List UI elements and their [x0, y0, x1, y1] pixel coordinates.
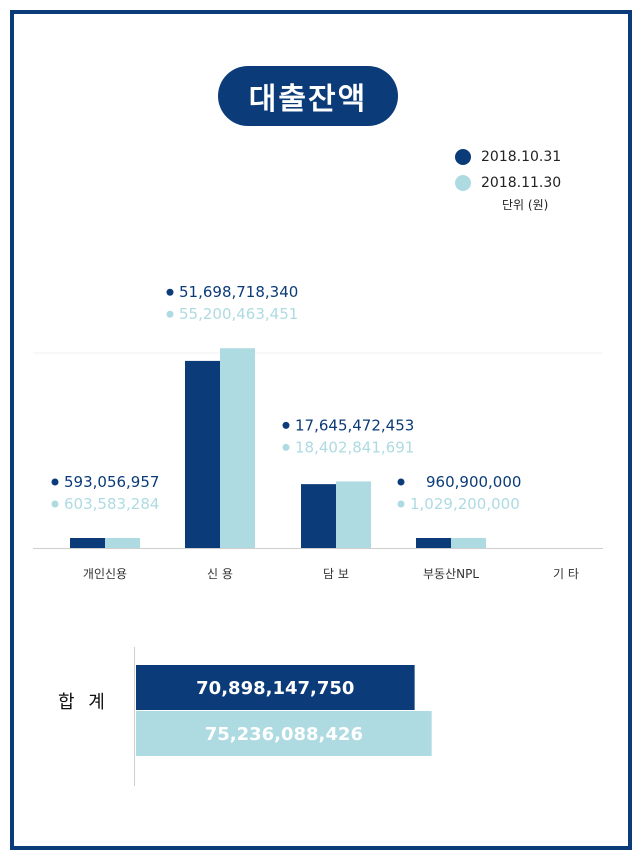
total-bar-series1 — [136, 665, 415, 710]
x-tick-label: 신 용 — [207, 567, 233, 581]
x-tick-label: 개인신용 — [83, 567, 127, 581]
x-tick-label: 부동산NPL — [423, 567, 479, 581]
legend-item-series1: 2018.10.31 — [455, 144, 561, 170]
unit-label: 단위 (원) — [502, 198, 549, 212]
data-label-series2: 603,583,284 — [64, 495, 159, 513]
data-label-dot-series1 — [166, 288, 174, 296]
data-label-series2: 18,402,841,691 — [295, 438, 414, 456]
chart-title: 대출잔액 — [218, 66, 398, 126]
data-label-series1: 960,900,000 — [426, 473, 521, 491]
total-category-label: 합 계 — [58, 692, 109, 713]
data-label-dot-series2 — [397, 500, 405, 508]
bar-series1 — [185, 360, 220, 548]
data-label-series1: 51,698,718,340 — [179, 283, 298, 301]
total-value-label-series2: 75,236,088,426 — [205, 724, 363, 745]
bar-series1 — [70, 538, 105, 548]
legend-label-series2: 2018.11.30 — [481, 175, 562, 191]
loan-balance-bar-chart: 개인신용 593,056,957 603,583,284 신 용 51,698,718,… — [33, 283, 603, 581]
data-label-series1: 593,056,957 — [64, 473, 159, 491]
bar-series2 — [105, 538, 140, 548]
data-label-dot-series2 — [51, 500, 59, 508]
data-label-series1: 17,645,472,453 — [295, 416, 414, 434]
total-bar-series2 — [136, 711, 432, 756]
x-tick-label: 담 보 — [323, 567, 349, 581]
data-label-dot-series2 — [282, 443, 290, 451]
legend-item-series2: 2018.11.30 — [455, 170, 561, 196]
data-label-series2: 1,029,200,000 — [410, 495, 520, 513]
bar-series1 — [416, 538, 451, 548]
legend-label-series1: 2018.10.31 — [481, 149, 562, 165]
data-label-dot-series1 — [51, 478, 59, 486]
data-label-series2: 55,200,463,451 — [179, 305, 298, 323]
legend-swatch-series1 — [455, 149, 471, 165]
legend: 2018.10.31 2018.11.30 — [455, 144, 561, 196]
data-label-dot-series1 — [282, 421, 290, 429]
bar-series1 — [301, 484, 336, 548]
legend-swatch-series2 — [455, 175, 471, 191]
bar-series2 — [220, 348, 255, 548]
bar-series2 — [336, 481, 371, 548]
total-value-label-series1: 70,898,147,750 — [196, 678, 354, 699]
data-label-dot-series1 — [397, 478, 405, 486]
x-tick-label: 기 타 — [553, 567, 579, 581]
bar-series2 — [451, 538, 486, 548]
data-label-dot-series2 — [166, 310, 174, 318]
